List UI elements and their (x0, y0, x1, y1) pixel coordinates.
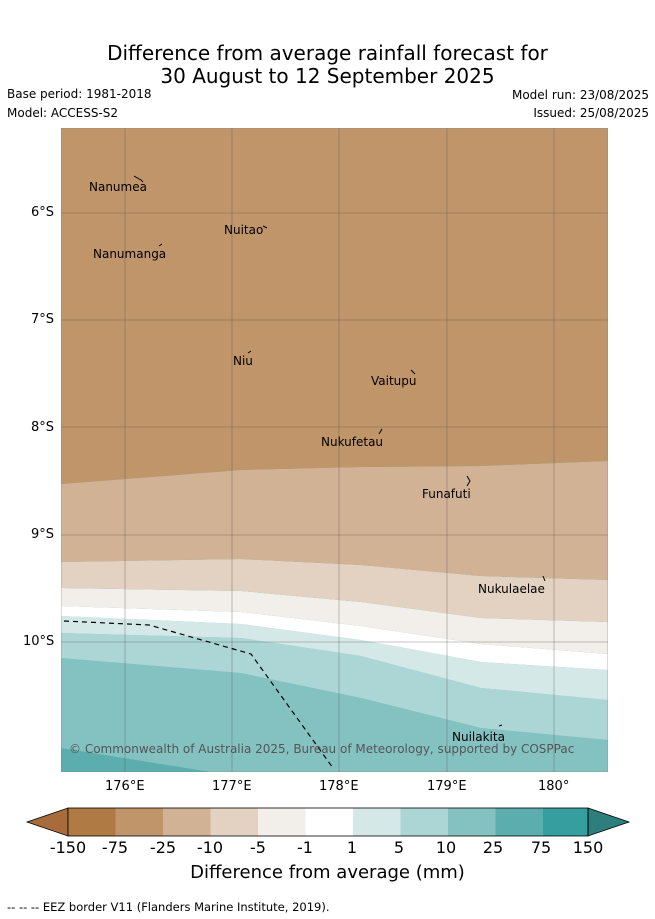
place-label-funafuti: Funafuti (422, 487, 471, 501)
band-light-teal (61, 633, 608, 740)
lat-label-10s: 10°S (23, 634, 55, 649)
colorbar-label-10: 25 (482, 838, 504, 857)
lat-label-8s: 8°S (31, 420, 55, 435)
lon-label-176e: 176°E (105, 779, 145, 794)
colorbar-arrow-right (587, 807, 631, 837)
lon-label-180: 180° (538, 779, 570, 794)
island-marks (133, 175, 546, 727)
colorbar-swatch-1 (68, 808, 116, 836)
rainfall-map (61, 128, 608, 772)
issued-date: Issued: 25/08/2025 (533, 106, 649, 120)
band-pale-teal (61, 616, 608, 700)
band-teal (61, 658, 608, 772)
colorbar-swatch-8 (400, 808, 448, 836)
colorbar-swatch-11 (543, 808, 588, 836)
colorbar-swatch-3 (163, 808, 211, 836)
colorbar (25, 807, 631, 837)
colorbar-label-8: 5 (393, 838, 405, 857)
colorbar-swatch-7 (353, 808, 401, 836)
colorbar-swatch-6 (305, 808, 353, 836)
base-period: Base period: 1981-2018 (7, 87, 152, 101)
colorbar-label-1: -150 (49, 838, 87, 857)
place-label-nanumea: Nanumea (89, 180, 147, 194)
colorbar-label-6: -1 (297, 838, 313, 857)
lon-label-177e: 177°E (212, 779, 252, 794)
place-label-nanumanga: Nanumanga (93, 247, 167, 261)
colorbar-swatch-5 (258, 808, 306, 836)
colorbar-label-4: -10 (196, 838, 224, 857)
title-line-2: 30 August to 12 September 2025 (160, 64, 495, 88)
colorbar-arrow-left (25, 807, 69, 837)
band-tan (61, 461, 608, 580)
place-label-nukulaelae: Nukulaelae (478, 582, 545, 596)
place-label-niu: Niu (233, 354, 253, 368)
colorbar-label-7: 1 (346, 838, 358, 857)
lat-label-6s: 6°S (31, 205, 55, 220)
colorbar-label-5: -5 (250, 838, 266, 857)
band-light-tan (61, 559, 608, 622)
colorbar-title: Difference from average (mm) (190, 862, 465, 883)
band-cream (61, 588, 608, 654)
place-label-vaitupu: Vaitupu (371, 374, 417, 388)
colorbar-swatch-10 (495, 808, 543, 836)
lon-label-179e: 179°E (427, 779, 467, 794)
band-brown (61, 128, 608, 484)
colorbar-frame (67, 807, 589, 837)
colorbar-label-9: 10 (435, 838, 457, 857)
lat-label-7s: 7°S (31, 312, 55, 327)
grid-lines (61, 128, 608, 772)
band-white (61, 606, 608, 670)
copyright-notice: © Commonwealth of Australia 2025, Bureau… (69, 742, 575, 756)
place-label-nuitao: Nuitao (224, 223, 264, 237)
model-name: Model: ACCESS-S2 (7, 106, 119, 120)
lon-label-178e: 178°E (319, 779, 359, 794)
colorbar-label-11: 75 (530, 838, 552, 857)
place-label-nukufetau: Nukufetau (321, 435, 384, 449)
model-run: Model run: 23/08/2025 (511, 88, 649, 102)
colorbar-swatch-2 (115, 808, 163, 836)
colorbar-label-3: -25 (149, 838, 177, 857)
title-line-1: Difference from average rainfall forecas… (107, 41, 548, 65)
lat-label-9s: 9°S (31, 527, 55, 542)
place-label-nuilakita: Nuilakita (452, 730, 505, 744)
colorbar-label-2: -75 (101, 838, 129, 857)
colorbar-swatch-9 (448, 808, 496, 836)
colorbar-swatch-4 (210, 808, 258, 836)
eez-legend-footer: -- -- -- EEZ border V11 (Flanders Marine… (7, 900, 330, 914)
colorbar-label-12: 150 (572, 838, 604, 857)
eez-border (63, 620, 334, 769)
